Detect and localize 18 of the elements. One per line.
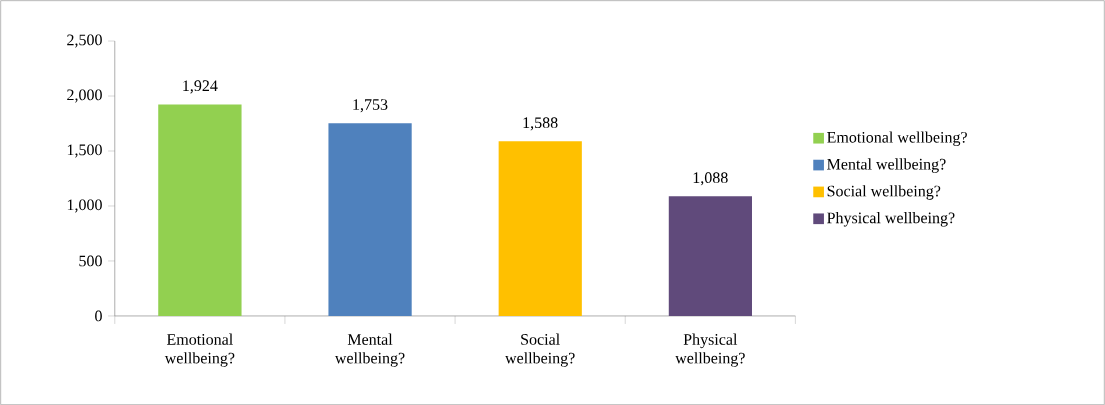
x-tick-label: Physical wellbeing? [675, 333, 745, 367]
x-tick-label: Social wellbeing? [505, 333, 575, 367]
y-tick-label: 1,500 [67, 144, 102, 158]
y-tick-label: 2,000 [67, 89, 102, 103]
y-tick-label: 2,500 [67, 34, 102, 48]
x-tick-label: Mental wellbeing? [334, 333, 405, 367]
x-tick-label: Emotional wellbeing? [164, 333, 235, 367]
data-label: 1,088 [693, 172, 728, 186]
y-tick-label: 1,000 [67, 199, 102, 213]
y-tick-label: 500 [79, 255, 102, 267]
data-label: 1,924 [183, 80, 218, 94]
legend-label: Physical wellbeing? [827, 211, 955, 227]
data-label: 1,588 [523, 117, 558, 131]
y-tick-label: 0 [95, 310, 102, 322]
legend-label: Emotional wellbeing? [827, 131, 967, 146]
data-label: 1,753 [353, 99, 388, 113]
legend-label: Social wellbeing? [827, 184, 941, 200]
legend-label: Mental wellbeing? [827, 158, 946, 173]
